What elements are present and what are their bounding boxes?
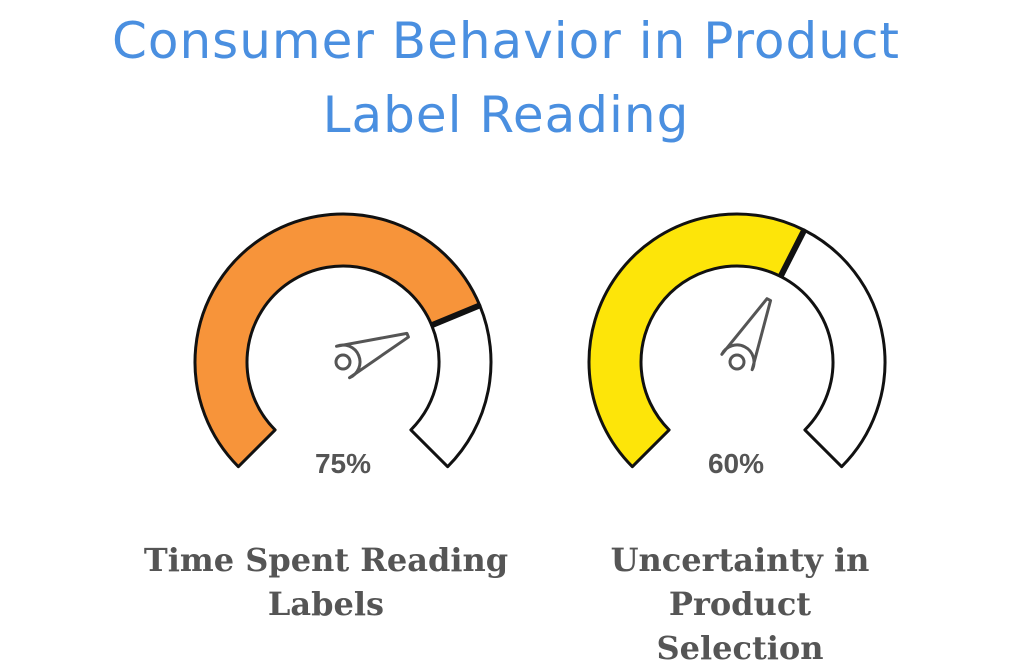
gauge-1-value-label: 75% [314, 448, 372, 479]
gauges-canvas [193, 212, 887, 469]
gauge-2-caption-line-1: Uncertainty in Product [610, 541, 870, 623]
gauge-2-caption: Uncertainty in Product Selection [550, 538, 930, 670]
chart-title: Consumer Behavior in Product Label Readi… [0, 4, 1012, 152]
gauge-1-fill-band [193, 212, 482, 469]
gauge-1-needle [334, 331, 410, 380]
gauge-2-value-marker [777, 227, 808, 279]
gauge-1-caption-line-2: Labels [267, 585, 385, 623]
gauge-1-caption-line-1: Time Spent Reading [143, 541, 509, 579]
gauge-1-caption: Time Spent Reading Labels [136, 538, 516, 626]
gauge-1-needle-hub [334, 353, 352, 371]
gauge-2-caption-line-2: Selection [656, 629, 824, 667]
gauge-2-empty-band [779, 228, 887, 469]
chart-title-line-2: Label Reading [322, 86, 690, 144]
gauge-2-needle [720, 297, 773, 372]
gauge-2-fill-band [587, 212, 806, 469]
chart-title-line-1: Consumer Behavior in Product [111, 12, 901, 70]
gauge-1-empty-band [409, 303, 493, 469]
gauge-2-needle-hub [728, 353, 746, 371]
gauge-1-value-marker [429, 302, 482, 329]
gauge-2-value-label: 60% [707, 448, 765, 479]
